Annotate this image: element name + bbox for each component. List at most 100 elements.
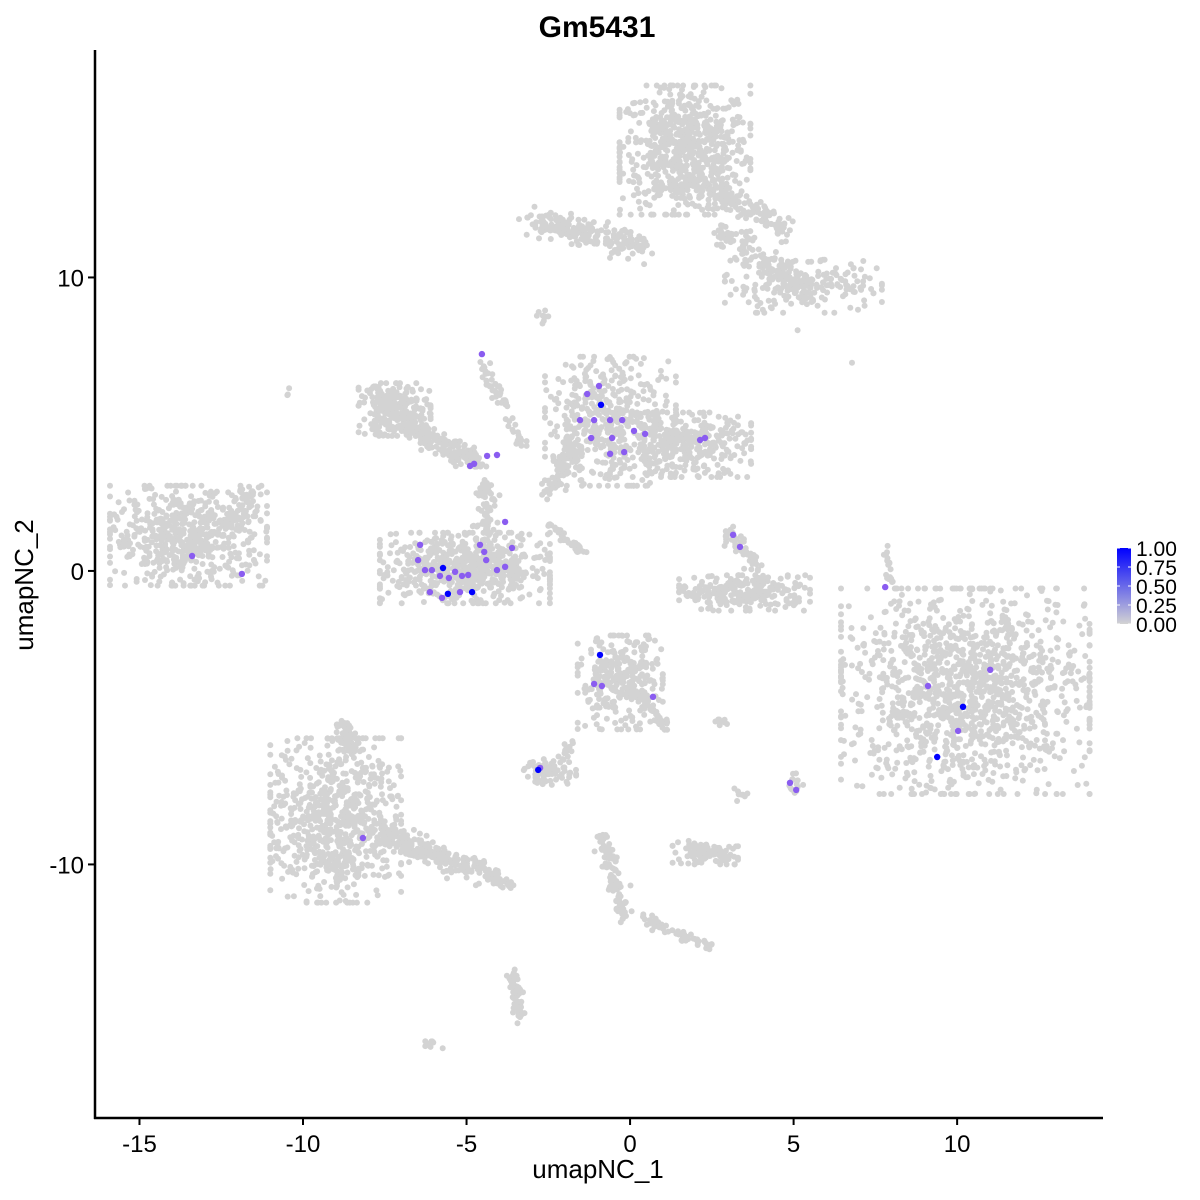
cell-point — [539, 565, 546, 572]
cell-point — [706, 128, 713, 134]
cell-point — [605, 229, 612, 236]
cell-point — [888, 600, 894, 607]
cell-point — [455, 456, 462, 463]
cell-point — [601, 376, 608, 383]
cell-point — [677, 91, 683, 98]
cell-point — [239, 562, 245, 569]
cell-point — [399, 421, 406, 428]
cell-point — [531, 555, 538, 561]
cell-point — [130, 546, 136, 553]
cell-point — [121, 506, 127, 513]
cell-point — [376, 583, 383, 590]
cell-point — [742, 578, 749, 585]
cell-point — [719, 117, 726, 124]
cell-point — [219, 554, 226, 560]
cell-point — [755, 246, 762, 253]
cell-point — [678, 181, 685, 188]
cell-point — [676, 138, 683, 145]
cell-point — [222, 562, 229, 569]
cell-point — [392, 539, 399, 546]
cell-point — [630, 100, 637, 107]
cell-point — [526, 591, 533, 598]
cell-point — [394, 432, 401, 439]
cell-point — [636, 242, 643, 249]
cell-point — [575, 241, 582, 248]
cell-point — [181, 519, 188, 526]
cell-point — [107, 510, 113, 517]
cell-point — [246, 562, 253, 569]
cell-point — [560, 379, 567, 386]
cell-point — [499, 552, 506, 559]
cell-point — [257, 517, 264, 524]
cell-point — [712, 112, 719, 119]
cell-point — [163, 496, 170, 503]
cell-point — [536, 600, 542, 607]
cell-point — [905, 585, 912, 592]
cell-point — [543, 387, 550, 394]
cell-point — [739, 160, 746, 167]
cell-point — [389, 577, 396, 584]
cell-point — [616, 114, 623, 121]
cell-point — [689, 150, 695, 157]
cell-point — [218, 544, 225, 550]
cell-point — [722, 533, 729, 540]
cell-point — [549, 224, 556, 231]
cell-point — [672, 413, 679, 420]
cell-point — [376, 551, 383, 558]
cell-point — [448, 457, 454, 464]
cell-point — [240, 491, 247, 498]
cell-point — [561, 412, 568, 419]
cell-point — [630, 166, 637, 173]
cell-point — [765, 297, 772, 304]
cell-point — [713, 82, 719, 89]
cell-point — [650, 417, 657, 424]
cell-point — [658, 425, 665, 432]
cell-point — [586, 224, 593, 230]
cell-point — [492, 558, 499, 565]
cell-point — [823, 275, 830, 282]
cell-point — [635, 190, 642, 197]
cell-point — [609, 386, 616, 392]
cell-point — [256, 582, 263, 589]
cell-point — [742, 545, 749, 552]
cell-point — [772, 600, 779, 607]
cell-point — [784, 258, 791, 265]
cell-point — [482, 369, 489, 376]
cell-point — [743, 176, 750, 183]
cell-point — [742, 256, 749, 263]
cell-point — [682, 107, 689, 114]
cell-point — [167, 482, 174, 489]
cell-point — [199, 561, 206, 567]
cell-point — [509, 577, 516, 584]
cell-point — [1082, 653, 1089, 659]
cell-point — [644, 141, 651, 148]
cell-point — [664, 409, 671, 416]
cell-point — [647, 441, 654, 448]
cell-point — [1053, 609, 1060, 616]
cell-point — [257, 491, 264, 498]
cell-point — [541, 489, 548, 496]
cell-point — [214, 544, 220, 551]
cell-point — [546, 541, 553, 547]
cell-point — [171, 538, 178, 545]
cell-point — [672, 189, 679, 196]
cell-point — [149, 533, 156, 540]
cell-point — [200, 519, 207, 526]
cell-point — [680, 425, 687, 432]
cell-point — [689, 125, 696, 132]
cell-point — [675, 202, 682, 208]
cell-point — [441, 557, 448, 563]
cell-point — [763, 588, 769, 595]
cell-point — [475, 492, 482, 499]
cell-point — [691, 429, 698, 436]
cell-point — [482, 481, 489, 488]
cell-point — [711, 455, 717, 462]
cell-point — [230, 543, 237, 550]
cell-point — [699, 450, 706, 456]
cell-point — [760, 209, 767, 216]
cell-point — [512, 421, 519, 428]
cell-point — [584, 447, 591, 453]
cell-point — [173, 488, 179, 495]
cell-point — [769, 593, 776, 600]
cell-point — [1019, 777, 1026, 784]
